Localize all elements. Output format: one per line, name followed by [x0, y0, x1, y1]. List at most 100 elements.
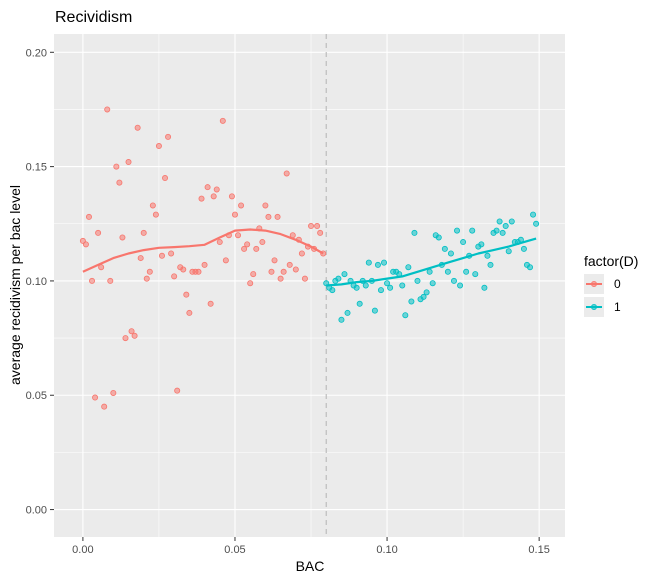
scatter-points	[79, 106, 540, 410]
y-tick-label: 0.10	[26, 276, 47, 288]
x-tick-label: 0.15	[528, 544, 549, 556]
data-point-group-0	[89, 277, 96, 284]
smooth-lines	[82, 228, 537, 287]
data-point-group-0	[253, 245, 260, 252]
plot-panel	[54, 34, 565, 537]
data-point-group-0	[271, 257, 278, 264]
data-point-group-1	[426, 268, 433, 275]
y-tick-label: 0.15	[26, 162, 47, 174]
data-point-group-1	[408, 298, 415, 305]
data-point-group-0	[265, 213, 272, 220]
data-point-group-0	[308, 223, 315, 230]
data-point-group-0	[277, 275, 284, 282]
data-point-group-1	[530, 211, 537, 218]
x-tick-label: 0.05	[224, 544, 245, 556]
data-point-group-1	[356, 300, 363, 307]
data-point-group-0	[174, 387, 181, 394]
data-point-group-1	[405, 264, 412, 271]
data-point-group-0	[162, 175, 169, 182]
data-point-group-0	[231, 211, 238, 218]
data-point-group-0	[146, 268, 153, 275]
data-point-group-0	[183, 291, 190, 298]
data-point-group-1	[335, 275, 342, 282]
data-point-group-0	[107, 277, 114, 284]
data-point-group-0	[280, 268, 287, 275]
chart-title: Recividism	[55, 9, 132, 26]
data-point-group-0	[283, 170, 290, 177]
y-axis-title: average recidivism per bac level	[7, 185, 23, 385]
data-point-group-0	[186, 309, 193, 316]
x-tick-label: 0.10	[376, 544, 397, 556]
data-point-group-0	[262, 202, 269, 209]
data-point-group-0	[195, 268, 202, 275]
data-point-group-1	[454, 227, 461, 234]
data-point-group-1	[487, 261, 494, 268]
data-point-group-1	[341, 271, 348, 278]
data-point-group-1	[344, 309, 351, 316]
data-point-group-0	[168, 250, 175, 257]
legend-point-0	[591, 280, 598, 287]
data-point-group-0	[210, 193, 217, 200]
data-point-group-1	[402, 312, 409, 319]
data-point-group-0	[238, 202, 245, 209]
data-point-group-1	[527, 264, 534, 271]
data-point-group-0	[216, 239, 223, 246]
data-point-group-1	[457, 282, 464, 289]
data-point-group-0	[301, 275, 308, 282]
y-tick-label: 0.00	[26, 505, 47, 517]
data-point-group-0	[292, 266, 299, 273]
data-point-group-0	[241, 245, 248, 252]
data-point-group-1	[384, 280, 391, 287]
data-point-group-1	[420, 293, 427, 300]
data-point-group-0	[298, 250, 305, 257]
data-point-group-1	[371, 307, 378, 314]
data-point-group-1	[441, 245, 448, 252]
data-point-group-0	[134, 124, 141, 131]
data-point-group-1	[414, 277, 421, 284]
data-point-group-0	[155, 143, 162, 150]
data-point-group-0	[201, 261, 208, 268]
data-point-group-1	[493, 227, 500, 234]
data-point-group-1	[411, 229, 418, 236]
data-point-group-0	[128, 328, 135, 335]
data-point-group-0	[125, 159, 132, 166]
data-point-group-0	[213, 186, 220, 193]
data-point-group-1	[399, 282, 406, 289]
data-point-group-1	[450, 277, 457, 284]
data-point-group-0	[244, 241, 251, 248]
smooth-line-group-1	[326, 237, 537, 287]
data-point-group-1	[499, 229, 506, 236]
data-point-group-0	[122, 335, 129, 342]
data-point-group-0	[137, 255, 144, 262]
data-point-group-1	[496, 218, 503, 225]
x-tick-label: 0.00	[72, 544, 93, 556]
data-point-group-1	[329, 287, 336, 294]
data-point-group-1	[377, 287, 384, 294]
legend-label-1: 1	[614, 300, 621, 314]
data-point-group-1	[502, 223, 509, 230]
data-point-group-1	[508, 218, 515, 225]
data-point-group-1	[505, 248, 512, 255]
data-point-group-0	[250, 271, 257, 278]
data-point-group-1	[472, 271, 479, 278]
data-point-group-0	[119, 234, 126, 241]
data-point-group-1	[353, 284, 360, 291]
data-point-group-0	[143, 275, 150, 282]
data-point-group-0	[131, 332, 138, 339]
x-axis-title: BAC	[296, 558, 325, 574]
legend-title: factor(D)	[584, 253, 638, 269]
data-point-group-1	[374, 261, 381, 268]
data-point-group-0	[116, 179, 123, 186]
data-point-group-0	[85, 213, 92, 220]
data-point-group-1	[387, 284, 394, 291]
data-point-group-0	[110, 389, 117, 396]
data-point-group-0	[219, 117, 226, 124]
data-point-group-0	[101, 403, 108, 410]
data-point-group-0	[222, 257, 229, 264]
data-point-group-0	[165, 133, 172, 140]
legend: factor(D) 0 1	[584, 253, 638, 317]
data-point-group-0	[180, 266, 187, 273]
data-point-group-0	[235, 232, 242, 239]
data-point-group-1	[460, 239, 467, 246]
